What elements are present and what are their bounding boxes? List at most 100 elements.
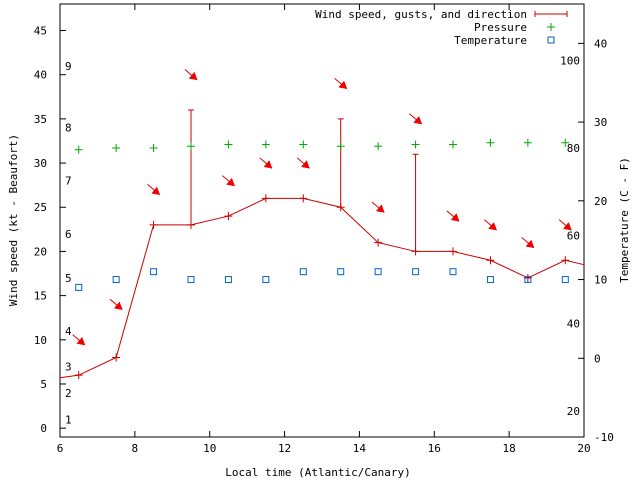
- y-tick-label: 0: [40, 422, 47, 435]
- legend: Wind speed, gusts, and directionPressure…: [315, 8, 568, 47]
- axes-layer: 6 8 10 12 14 16 18 20051015202530354045-1001020…: [34, 4, 614, 455]
- pressure-point: [261, 140, 270, 149]
- wind-direction-arrow: [296, 157, 310, 169]
- wind-speed-point: [486, 256, 495, 265]
- beaufort-label: 7: [65, 175, 72, 188]
- temperature-point: [374, 268, 382, 276]
- pressure-point: [336, 142, 345, 151]
- y2-tick-label: 40: [594, 37, 607, 50]
- x-tick-label: 8: [132, 442, 139, 455]
- beaufort-label: 3: [65, 360, 72, 373]
- beaufort-label: 6: [65, 228, 72, 241]
- y-tick-label: 10: [34, 334, 47, 347]
- wind-speed-point: [74, 371, 83, 380]
- fahrenheit-label: 60: [567, 229, 580, 242]
- wind-direction-arrow: [409, 113, 423, 125]
- x-tick-label: 14: [353, 442, 367, 455]
- arrow-head: [525, 239, 535, 249]
- wind-speed-point: [112, 353, 121, 362]
- wind-direction-arrow: [521, 237, 535, 249]
- wind-speed-point: [449, 247, 457, 256]
- temperature-point: [412, 268, 420, 276]
- y-tick-label: 20: [34, 245, 47, 258]
- y-tick-label: 45: [34, 25, 47, 38]
- arrow-head: [151, 186, 161, 196]
- y-tick-label: 35: [34, 113, 47, 126]
- pressure-point: [149, 144, 158, 153]
- temperature-point: [187, 276, 195, 284]
- y2-axis-label: Temperature (C - F): [618, 157, 631, 283]
- arrow-head: [488, 222, 497, 231]
- arrow-head: [413, 115, 423, 125]
- x-tick-label: 18: [503, 442, 516, 455]
- wind-speed-point: [261, 194, 270, 203]
- pressure-point: [224, 140, 233, 149]
- fahrenheit-label: 100: [560, 55, 580, 68]
- temperature-point: [337, 268, 345, 276]
- wind-direction-arrow: [371, 201, 385, 213]
- legend-label: Wind speed, gusts, and direction: [315, 8, 527, 21]
- arrow-head: [450, 213, 460, 222]
- fahrenheit-label: 40: [567, 318, 580, 331]
- arrow-head: [338, 80, 348, 89]
- wind-speed-point: [561, 256, 570, 265]
- pressure-point: [187, 142, 195, 151]
- temperature-point: [150, 268, 158, 276]
- wind-speed-line: [59, 197, 585, 379]
- pressure-point: [411, 140, 420, 149]
- wind-direction-arrow: [446, 210, 460, 222]
- beaufort-label: 9: [65, 60, 72, 73]
- temperature-point: [262, 276, 270, 284]
- wind-direction-arrow: [259, 157, 273, 169]
- wind-speed-point: [149, 220, 158, 229]
- arrow-head: [188, 71, 198, 81]
- wind-speed-point: [374, 238, 383, 247]
- arrow-head: [375, 204, 385, 213]
- x-tick-label: 20: [577, 442, 590, 455]
- pressure-point: [374, 142, 383, 151]
- pressure-point: [561, 138, 570, 147]
- y2-tick-label: 10: [594, 274, 607, 287]
- y2-tick-label: 30: [594, 116, 607, 129]
- arrow-head: [226, 177, 235, 187]
- pressure-point: [112, 144, 121, 153]
- legend-label: Pressure: [474, 21, 527, 34]
- arrow-head: [76, 336, 86, 346]
- wind-direction-arrow: [334, 78, 348, 90]
- wind-direction-arrow: [147, 184, 161, 196]
- beaufort-label: 1: [65, 413, 72, 426]
- fahrenheit-label: 20: [567, 405, 580, 418]
- pressure-point: [449, 140, 457, 149]
- x-axis-label: Local time (Atlantic/Canary): [225, 466, 410, 479]
- arrow-head: [113, 301, 123, 310]
- wind-direction-arrow: [72, 334, 86, 346]
- fahrenheit-label: 80: [567, 142, 580, 155]
- y2-tick-label: -10: [594, 431, 614, 444]
- wind-speed-point: [224, 212, 233, 221]
- temperature-point: [224, 276, 232, 284]
- y-tick-label: 5: [40, 378, 47, 391]
- wind-direction-arrow: [109, 298, 123, 310]
- legend-swatch-square: [547, 36, 555, 44]
- y-tick-label: 30: [34, 157, 47, 170]
- beaufort-label: 2: [65, 387, 72, 400]
- legend-swatch-plus: [547, 23, 555, 31]
- wind-direction-arrow: [558, 219, 572, 231]
- temperature-point: [299, 268, 307, 276]
- temperature-point: [524, 276, 532, 284]
- pressure-point: [74, 145, 83, 154]
- beaufort-label: 5: [65, 272, 72, 285]
- plot-frame: [59, 3, 585, 438]
- x-tick-label: 10: [203, 442, 216, 455]
- temperature-point: [486, 276, 494, 284]
- pressure-point: [299, 140, 308, 149]
- y2-tick-label: 0: [594, 352, 601, 365]
- x-tick-label: 16: [428, 442, 441, 455]
- legend-label: Temperature: [454, 34, 527, 47]
- beaufort-label: 8: [65, 122, 72, 135]
- wind-direction-arrow: [483, 219, 497, 231]
- pressure-point: [486, 138, 495, 147]
- y-tick-label: 40: [34, 69, 47, 82]
- temperature-point: [112, 276, 120, 284]
